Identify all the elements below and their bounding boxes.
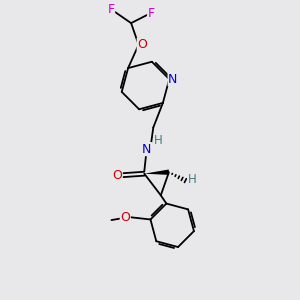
Text: N: N — [142, 142, 152, 156]
Polygon shape — [144, 169, 169, 175]
Text: F: F — [148, 7, 155, 20]
Text: H: H — [154, 134, 163, 147]
Text: O: O — [112, 169, 122, 182]
Text: O: O — [120, 211, 130, 224]
Text: N: N — [168, 73, 178, 85]
Text: H: H — [188, 173, 196, 186]
Text: F: F — [107, 3, 115, 16]
Text: O: O — [137, 38, 147, 51]
